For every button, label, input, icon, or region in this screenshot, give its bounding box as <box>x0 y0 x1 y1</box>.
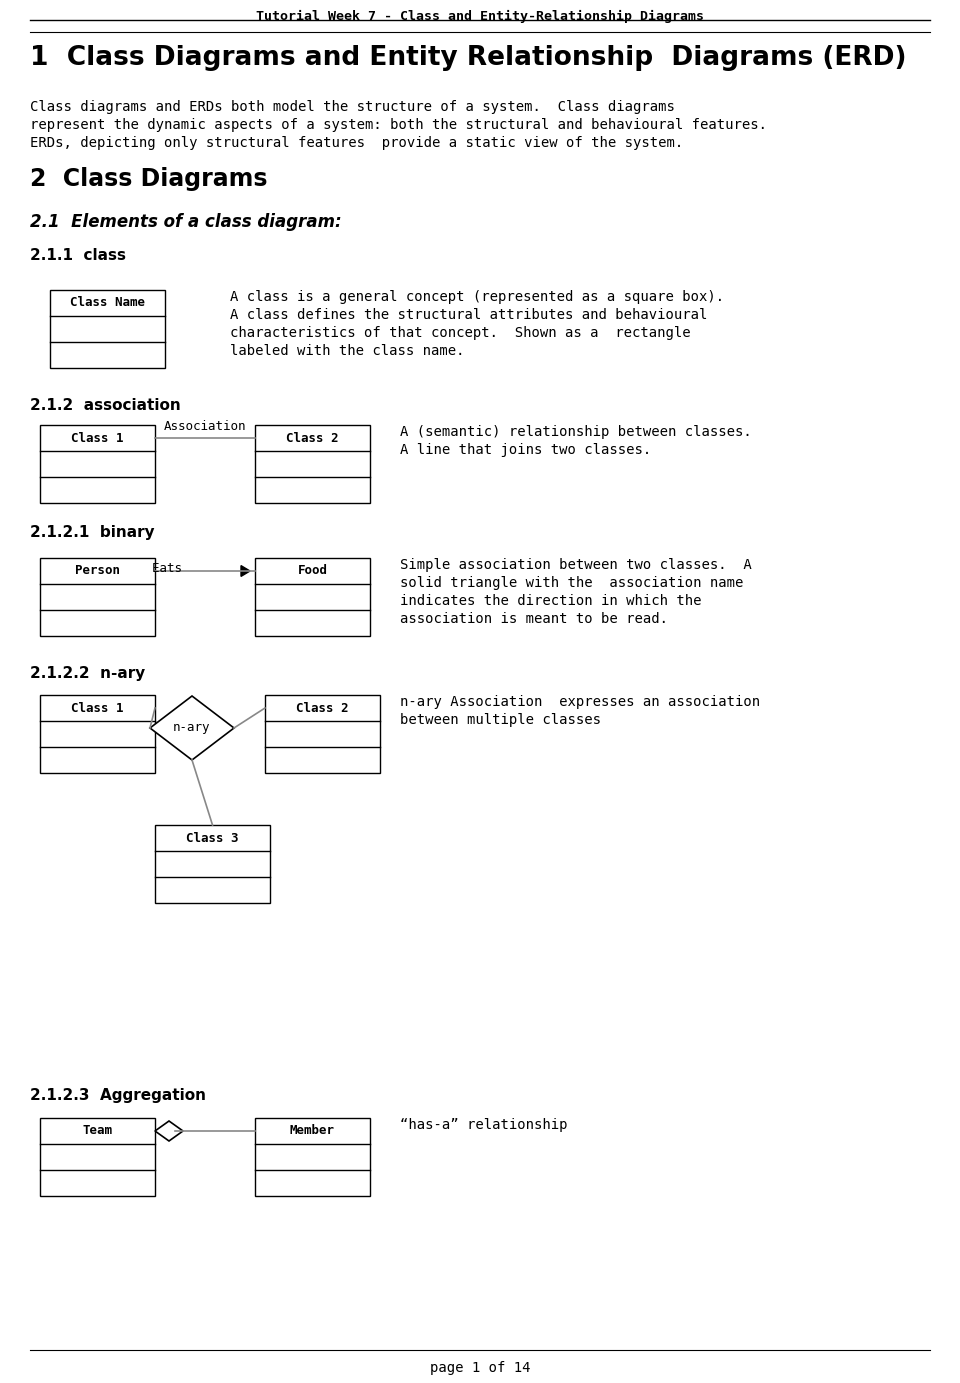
Text: association is meant to be read.: association is meant to be read. <box>400 613 668 626</box>
Text: page 1 of 14: page 1 of 14 <box>430 1361 530 1375</box>
Text: 1  Class Diagrams and Entity Relationship  Diagrams (ERD): 1 Class Diagrams and Entity Relationship… <box>30 46 906 71</box>
Text: Simple association between two classes.  A: Simple association between two classes. … <box>400 557 752 573</box>
Text: 2  Class Diagrams: 2 Class Diagrams <box>30 167 268 191</box>
Text: Person: Person <box>75 564 120 578</box>
Text: Class 3: Class 3 <box>186 831 239 845</box>
Text: 2.1  Elements of a class diagram:: 2.1 Elements of a class diagram: <box>30 213 342 231</box>
Polygon shape <box>241 566 250 577</box>
Text: A line that joins two classes.: A line that joins two classes. <box>400 443 651 456</box>
Text: characteristics of that concept.  Shown as a  rectangle: characteristics of that concept. Shown a… <box>230 326 690 340</box>
Text: Class Name: Class Name <box>70 296 145 310</box>
Text: Eats: Eats <box>153 563 190 575</box>
Text: represent the dynamic aspects of a system: both the structural and behavioural f: represent the dynamic aspects of a syste… <box>30 118 767 131</box>
FancyBboxPatch shape <box>40 557 155 636</box>
Text: A (semantic) relationship between classes.: A (semantic) relationship between classe… <box>400 425 752 438</box>
Text: Member: Member <box>290 1124 335 1137</box>
Text: n-ary: n-ary <box>173 722 211 734</box>
Polygon shape <box>150 696 234 761</box>
Text: “has-a” relationship: “has-a” relationship <box>400 1117 567 1133</box>
FancyBboxPatch shape <box>40 425 155 503</box>
Text: 2.1.2.3  Aggregation: 2.1.2.3 Aggregation <box>30 1088 206 1104</box>
FancyBboxPatch shape <box>265 696 380 773</box>
Text: Class 2: Class 2 <box>286 431 339 444</box>
Text: 2.1.1  class: 2.1.1 class <box>30 248 126 263</box>
FancyBboxPatch shape <box>255 557 370 636</box>
Text: ERDs, depicting only structural features  provide a static view of the system.: ERDs, depicting only structural features… <box>30 136 684 149</box>
Text: Team: Team <box>83 1124 112 1137</box>
Text: solid triangle with the  association name: solid triangle with the association name <box>400 575 743 591</box>
Text: indicates the direction in which the: indicates the direction in which the <box>400 595 702 609</box>
Text: 2.1.2.1  binary: 2.1.2.1 binary <box>30 526 155 539</box>
Text: A class defines the structural attributes and behavioural: A class defines the structural attribute… <box>230 308 708 322</box>
Text: Food: Food <box>298 564 327 578</box>
FancyBboxPatch shape <box>40 1117 155 1196</box>
FancyBboxPatch shape <box>40 696 155 773</box>
Text: Association: Association <box>164 420 247 433</box>
Text: Class 1: Class 1 <box>71 701 124 715</box>
Text: 2.1.2  association: 2.1.2 association <box>30 398 180 414</box>
FancyBboxPatch shape <box>255 425 370 503</box>
Text: 2.1.2.2  n-ary: 2.1.2.2 n-ary <box>30 667 145 680</box>
Text: n-ary Association  expresses an association: n-ary Association expresses an associati… <box>400 696 760 709</box>
Text: Class 2: Class 2 <box>297 701 348 715</box>
Text: labeled with the class name.: labeled with the class name. <box>230 344 465 358</box>
FancyBboxPatch shape <box>50 290 165 368</box>
Text: Class diagrams and ERDs both model the structure of a system.  Class diagrams: Class diagrams and ERDs both model the s… <box>30 100 675 113</box>
FancyBboxPatch shape <box>255 1117 370 1196</box>
Text: Class 1: Class 1 <box>71 431 124 444</box>
Text: Tutorial Week 7 - Class and Entity-Relationship Diagrams: Tutorial Week 7 - Class and Entity-Relat… <box>256 10 704 24</box>
Text: between multiple classes: between multiple classes <box>400 714 601 727</box>
Polygon shape <box>155 1122 183 1141</box>
FancyBboxPatch shape <box>155 826 270 903</box>
Text: A class is a general concept (represented as a square box).: A class is a general concept (represente… <box>230 290 724 304</box>
